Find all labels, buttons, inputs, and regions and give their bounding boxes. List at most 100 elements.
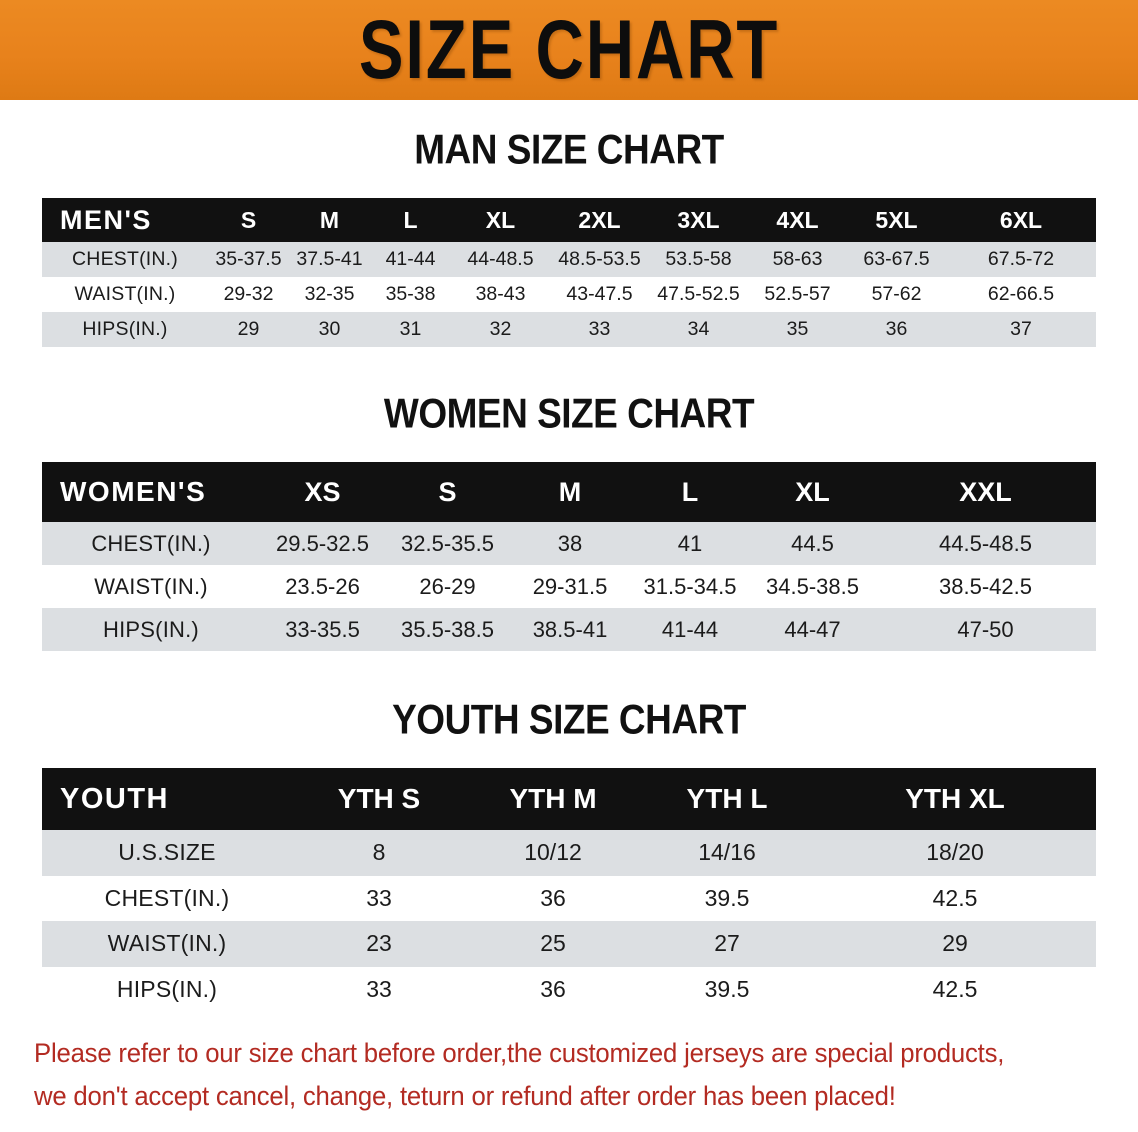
women-size-table: WOMEN'S XS S M L XL XXL CHEST(IN.) 29.5-… [42,462,1096,651]
page-title: SIZE CHART [358,3,780,97]
youth-chest-m: 36 [466,875,640,921]
women-waist-m: 29-31.5 [510,565,630,608]
man-chest-5xl: 63-67.5 [847,242,946,277]
table-row: CHEST(IN.) 35-37.5 37.5-41 41-44 44-48.5… [42,242,1096,277]
man-col-header-4xl: 4XL [748,198,847,242]
man-waist-2xl: 43-47.5 [550,277,649,312]
women-chest-l: 41 [630,522,750,565]
man-waist-s: 29-32 [208,277,289,312]
youth-chest-s: 33 [292,875,466,921]
youth-corner-label: YOUTH [42,768,292,830]
table-row: WAIST(IN.) 23.5-26 26-29 29-31.5 31.5-34… [42,565,1096,608]
man-hips-5xl: 36 [847,312,946,347]
man-col-header-5xl: 5XL [847,198,946,242]
women-waist-xs: 23.5-26 [260,565,385,608]
table-row: WAIST(IN.) 23 25 27 29 [42,921,1096,967]
man-chest-m: 37.5-41 [289,242,370,277]
women-hips-m: 38.5-41 [510,608,630,651]
man-row-label-chest: CHEST(IN.) [42,242,208,277]
youth-col-header-xl: YTH XL [814,768,1096,830]
youth-row-label-waist: WAIST(IN.) [42,921,292,967]
table-header-row: WOMEN'S XS S M L XL XXL [42,462,1096,522]
youth-hips-l: 39.5 [640,966,814,1012]
women-waist-xxl: 38.5-42.5 [875,565,1096,608]
women-chest-s: 32.5-35.5 [385,522,510,565]
man-waist-5xl: 57-62 [847,277,946,312]
youth-chest-xl: 42.5 [814,875,1096,921]
women-col-header-l: L [630,462,750,522]
man-waist-m: 32-35 [289,277,370,312]
women-waist-l: 31.5-34.5 [630,565,750,608]
man-col-header-s: S [208,198,289,242]
man-hips-s: 29 [208,312,289,347]
man-col-header-m: M [289,198,370,242]
man-waist-l: 35-38 [370,277,451,312]
youth-col-header-l: YTH L [640,768,814,830]
man-col-header-3xl: 3XL [649,198,748,242]
women-chest-xxl: 44.5-48.5 [875,522,1096,565]
man-chest-xl: 44-48.5 [451,242,550,277]
table-header-row: YOUTH YTH S YTH M YTH L YTH XL [42,768,1096,830]
women-row-label-waist: WAIST(IN.) [42,565,260,608]
youth-section-title: YOUTH SIZE CHART [392,696,746,743]
women-chest-m: 38 [510,522,630,565]
man-row-label-waist: WAIST(IN.) [42,277,208,312]
table-row: HIPS(IN.) 33 36 39.5 42.5 [42,966,1096,1012]
youth-hips-m: 36 [466,966,640,1012]
women-waist-xl: 34.5-38.5 [750,565,875,608]
women-hips-s: 35.5-38.5 [385,608,510,651]
youth-row-label-chest: CHEST(IN.) [42,875,292,921]
man-col-header-xl: XL [451,198,550,242]
youth-ussize-s: 8 [292,830,466,876]
youth-size-table: YOUTH YTH S YTH M YTH L YTH XL U.S.SIZE … [42,768,1096,1012]
women-hips-l: 41-44 [630,608,750,651]
man-col-header-l: L [370,198,451,242]
man-size-table: MEN'S S M L XL 2XL 3XL 4XL 5XL 6XL CHEST… [42,198,1096,347]
man-chest-s: 35-37.5 [208,242,289,277]
man-waist-3xl: 47.5-52.5 [649,277,748,312]
man-section-title: MAN SIZE CHART [414,126,724,173]
women-hips-xl: 44-47 [750,608,875,651]
women-hips-xxl: 47-50 [875,608,1096,651]
youth-ussize-m: 10/12 [466,830,640,876]
table-row: CHEST(IN.) 33 36 39.5 42.5 [42,875,1096,921]
man-waist-4xl: 52.5-57 [748,277,847,312]
order-policy-note-line-2: we don't accept cancel, change, teturn o… [34,1080,896,1111]
youth-waist-m: 25 [466,921,640,967]
man-hips-l: 31 [370,312,451,347]
women-col-header-xxl: XXL [875,462,1096,522]
man-row-label-hips: HIPS(IN.) [42,312,208,347]
women-chest-xl: 44.5 [750,522,875,565]
order-policy-note: Please refer to our size chart before or… [34,1032,1072,1118]
table-row: U.S.SIZE 8 10/12 14/16 18/20 [42,830,1096,876]
man-waist-xl: 38-43 [451,277,550,312]
man-hips-3xl: 34 [649,312,748,347]
page-banner: SIZE CHART [0,0,1138,100]
women-col-header-xs: XS [260,462,385,522]
women-section-title: WOMEN SIZE CHART [383,390,755,437]
youth-chest-l: 39.5 [640,875,814,921]
table-row: HIPS(IN.) 33-35.5 35.5-38.5 38.5-41 41-4… [42,608,1096,651]
man-hips-xl: 32 [451,312,550,347]
man-hips-2xl: 33 [550,312,649,347]
man-hips-6xl: 37 [946,312,1096,347]
table-row: WAIST(IN.) 29-32 32-35 35-38 38-43 43-47… [42,277,1096,312]
women-hips-xs: 33-35.5 [260,608,385,651]
women-col-header-s: S [385,462,510,522]
man-col-header-6xl: 6XL [946,198,1096,242]
women-col-header-m: M [510,462,630,522]
youth-waist-s: 23 [292,921,466,967]
man-chest-2xl: 48.5-53.5 [550,242,649,277]
man-hips-4xl: 35 [748,312,847,347]
man-hips-m: 30 [289,312,370,347]
youth-ussize-xl: 18/20 [814,830,1096,876]
youth-col-header-s: YTH S [292,768,466,830]
youth-ussize-l: 14/16 [640,830,814,876]
man-chest-l: 41-44 [370,242,451,277]
man-chest-6xl: 67.5-72 [946,242,1096,277]
women-waist-s: 26-29 [385,565,510,608]
women-chest-xs: 29.5-32.5 [260,522,385,565]
man-waist-6xl: 62-66.5 [946,277,1096,312]
women-row-label-chest: CHEST(IN.) [42,522,260,565]
man-chest-3xl: 53.5-58 [649,242,748,277]
